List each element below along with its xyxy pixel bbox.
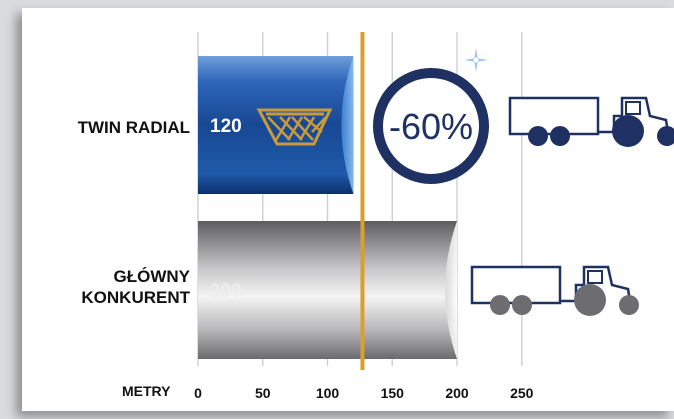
twin-radial-logo-icon <box>256 108 333 146</box>
decorations: -60% <box>373 48 674 316</box>
tractor-trailer-icon <box>508 96 674 147</box>
x-tick-label: 50 <box>255 385 271 401</box>
bar <box>198 221 457 359</box>
category-label: GŁÓWNY KONKURENT <box>81 266 190 308</box>
x-axis-ticks: 0 50 100 150 200 250 <box>194 385 534 401</box>
bar-end-cap <box>445 221 457 359</box>
x-axis-unit-label: METRY <box>122 383 171 399</box>
reduction-annotation: -60% <box>389 106 473 147</box>
bar-end-cap <box>341 56 354 194</box>
tractor-trailer-icon <box>470 265 639 316</box>
category-label-line: TWIN RADIAL <box>77 118 190 137</box>
x-tick-label: 150 <box>381 385 405 401</box>
bar-value-label: 200 <box>210 281 242 302</box>
x-tick-label: 0 <box>194 385 202 401</box>
x-tick-label: 100 <box>316 385 340 401</box>
x-tick-label: 200 <box>445 385 469 401</box>
bar-value-label: 120 <box>210 116 242 137</box>
sparkle-icon <box>464 48 488 72</box>
category-label-line: KONKURENT <box>81 288 190 307</box>
x-tick-label: 250 <box>510 385 534 401</box>
bars: 120 200 <box>198 56 457 359</box>
category-label-line: GŁÓWNY <box>113 267 191 286</box>
category-label: TWIN RADIAL <box>78 117 190 138</box>
annotation-ring <box>373 68 489 184</box>
